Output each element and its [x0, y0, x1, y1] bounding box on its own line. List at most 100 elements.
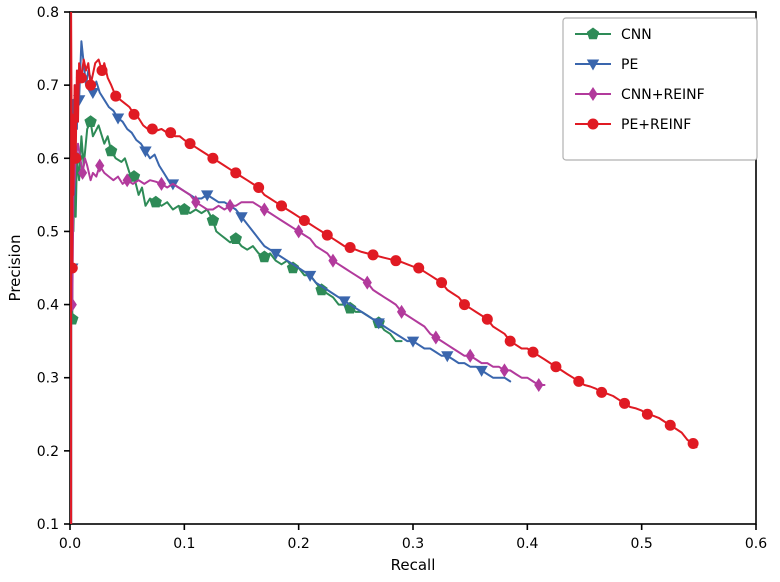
diamond-marker: [122, 173, 132, 188]
series-line-PE: [70, 40, 512, 524]
y-axis-label: Precision: [6, 235, 24, 302]
legend: CNN PE CNN+REINF PE+REINF: [562, 17, 758, 161]
x-tick-label: 0.1: [173, 536, 195, 552]
circle-marker: [413, 262, 425, 274]
triangle-down-marker: [475, 365, 488, 377]
pentagon-marker: [70, 312, 79, 325]
legend-label: CNN: [621, 27, 652, 43]
triangle-down-marker: [303, 270, 317, 282]
diamond-marker: [534, 378, 544, 393]
circle-marker: [436, 277, 448, 289]
y-tick-label: 0.5: [37, 224, 59, 240]
y-tick-label: 0.8: [37, 5, 59, 21]
legend-label: CNN+REINF: [621, 87, 705, 103]
diamond-marker: [156, 176, 167, 191]
circle-marker: [298, 214, 310, 226]
pentagon-marker: [105, 144, 118, 157]
pentagon-marker: [84, 115, 97, 127]
legend-label: PE+REINF: [621, 117, 691, 133]
x-axis-label: Recall: [391, 556, 436, 574]
x-tick-label: 0.0: [59, 536, 81, 552]
pentagon-marker: [127, 170, 141, 182]
circle-marker: [146, 123, 158, 135]
circle-marker: [504, 335, 516, 347]
circle-marker: [550, 361, 562, 373]
circle-marker: [70, 262, 78, 274]
legend-entry-CNN+REINF: CNN+REINF: [575, 87, 705, 103]
triangle-down-marker: [235, 212, 248, 224]
x-tick-label: 0.2: [288, 536, 310, 552]
circle-marker: [664, 419, 676, 431]
legend-box: [562, 17, 758, 161]
circle-marker: [687, 438, 699, 450]
diamond-marker: [294, 224, 304, 239]
series-PE+REINF: [70, 12, 699, 524]
diamond-marker: [77, 165, 88, 180]
diamond-marker: [588, 87, 598, 101]
pentagon-marker: [343, 301, 357, 314]
circle-marker: [96, 65, 108, 77]
x-tick-label: 0.3: [402, 536, 424, 552]
diamond-marker: [225, 198, 235, 213]
circle-marker: [367, 249, 379, 261]
diamond-marker: [431, 330, 441, 345]
triangle-down-marker: [406, 336, 420, 348]
circle-marker: [230, 167, 242, 179]
circle-marker: [458, 299, 470, 311]
triangle-down-marker: [586, 59, 600, 71]
y-tick-label: 0.1: [37, 517, 59, 533]
diamond-marker: [191, 195, 201, 210]
triangle-down-marker: [441, 351, 454, 363]
legend-entry-PE+REINF: PE+REINF: [575, 117, 691, 133]
circle-marker: [619, 397, 631, 409]
triangle-down-marker: [269, 248, 282, 260]
y-tick-label: 0.6: [37, 151, 59, 167]
diamond-marker: [328, 253, 338, 268]
triangle-down-marker: [201, 190, 214, 202]
pentagon-marker: [178, 203, 191, 215]
pentagon-marker: [206, 214, 220, 226]
y-tick-label: 0.2: [37, 444, 59, 460]
x-tick-label: 0.4: [516, 536, 538, 552]
circle-marker: [527, 346, 539, 358]
triangle-down-marker: [139, 146, 152, 158]
circle-marker: [344, 242, 356, 254]
circle-marker: [587, 118, 599, 130]
diamond-marker: [362, 275, 372, 290]
triangle-down-marker: [338, 296, 351, 308]
circle-marker: [85, 79, 97, 91]
diamond-marker: [259, 202, 269, 217]
x-tick-label: 0.6: [745, 536, 767, 552]
triangle-down-marker: [111, 113, 125, 125]
pentagon-marker: [286, 261, 300, 274]
series-line-CNN+REINF: [70, 142, 546, 524]
circle-marker: [165, 127, 177, 139]
circle-marker: [207, 152, 219, 164]
diamond-marker: [499, 363, 510, 378]
pentagon-marker: [586, 27, 600, 40]
circle-marker: [253, 182, 265, 194]
circle-marker: [184, 138, 196, 150]
series-CNN+REINF: [70, 142, 546, 524]
legend-entry-PE: PE: [575, 57, 638, 73]
diamond-marker: [95, 158, 105, 173]
circle-marker: [390, 255, 402, 267]
pentagon-marker: [315, 283, 328, 296]
circle-marker: [321, 229, 333, 241]
y-tick-label: 0.4: [37, 298, 59, 314]
circle-marker: [70, 152, 82, 164]
circle-marker: [573, 375, 585, 387]
y-tick-label: 0.3: [37, 371, 59, 387]
x-tick-label: 0.5: [631, 536, 653, 552]
circle-marker: [128, 108, 140, 120]
diamond-marker: [465, 348, 475, 363]
series-lines: [70, 12, 699, 524]
circle-marker: [110, 90, 122, 102]
circle-marker: [75, 72, 87, 84]
circle-marker: [641, 408, 653, 420]
triangle-down-marker: [372, 318, 385, 330]
pentagon-marker: [229, 232, 242, 244]
circle-marker: [596, 386, 608, 398]
triangle-down-marker: [86, 87, 100, 99]
